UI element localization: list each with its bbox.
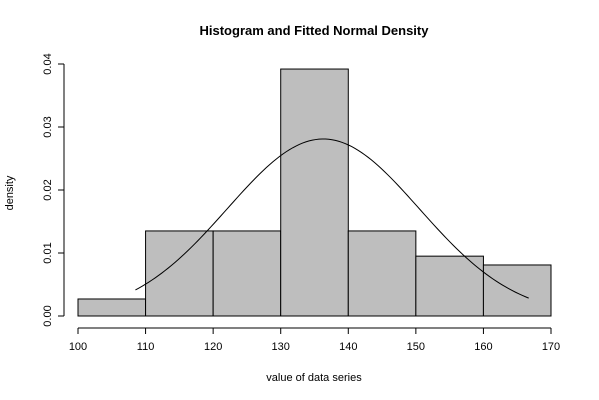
y-tick-label: 0.01 [42,242,54,263]
x-tick-label: 110 [137,341,155,353]
x-axis: 100 110 120 130 140 150 160 170 [69,327,560,353]
histogram-bar-2 [212,230,282,317]
x-tick-label: 140 [339,341,357,353]
x-tick-label: 100 [69,341,87,353]
chart-title: Histogram and Fitted Normal Density [200,23,430,38]
histogram-bar-3 [280,68,349,317]
x-tick-label: 160 [474,341,492,353]
y-tick-label: 0.02 [42,179,54,200]
x-tick-label: 170 [542,341,560,353]
y-tick-label: 0.00 [42,305,54,326]
x-tick-label: 130 [272,341,290,353]
histogram-bar-0 [77,298,147,317]
histogram-bar-6 [482,264,552,317]
x-tick-label: 120 [204,341,222,353]
y-tick-label: 0.04 [42,53,54,74]
x-axis-label: value of data series [266,372,362,384]
fitted-normal-curve [135,138,529,299]
histogram-bar-4 [347,230,417,317]
y-axis-label: density [4,175,16,210]
histogram-bar-5 [415,255,484,317]
y-axis: 0.00 0.01 0.02 0.03 0.04 [42,53,65,327]
histogram-bar-1 [145,230,214,317]
y-tick-label: 0.03 [42,116,54,137]
histogram-bars [77,68,552,317]
x-tick-label: 150 [407,341,425,353]
